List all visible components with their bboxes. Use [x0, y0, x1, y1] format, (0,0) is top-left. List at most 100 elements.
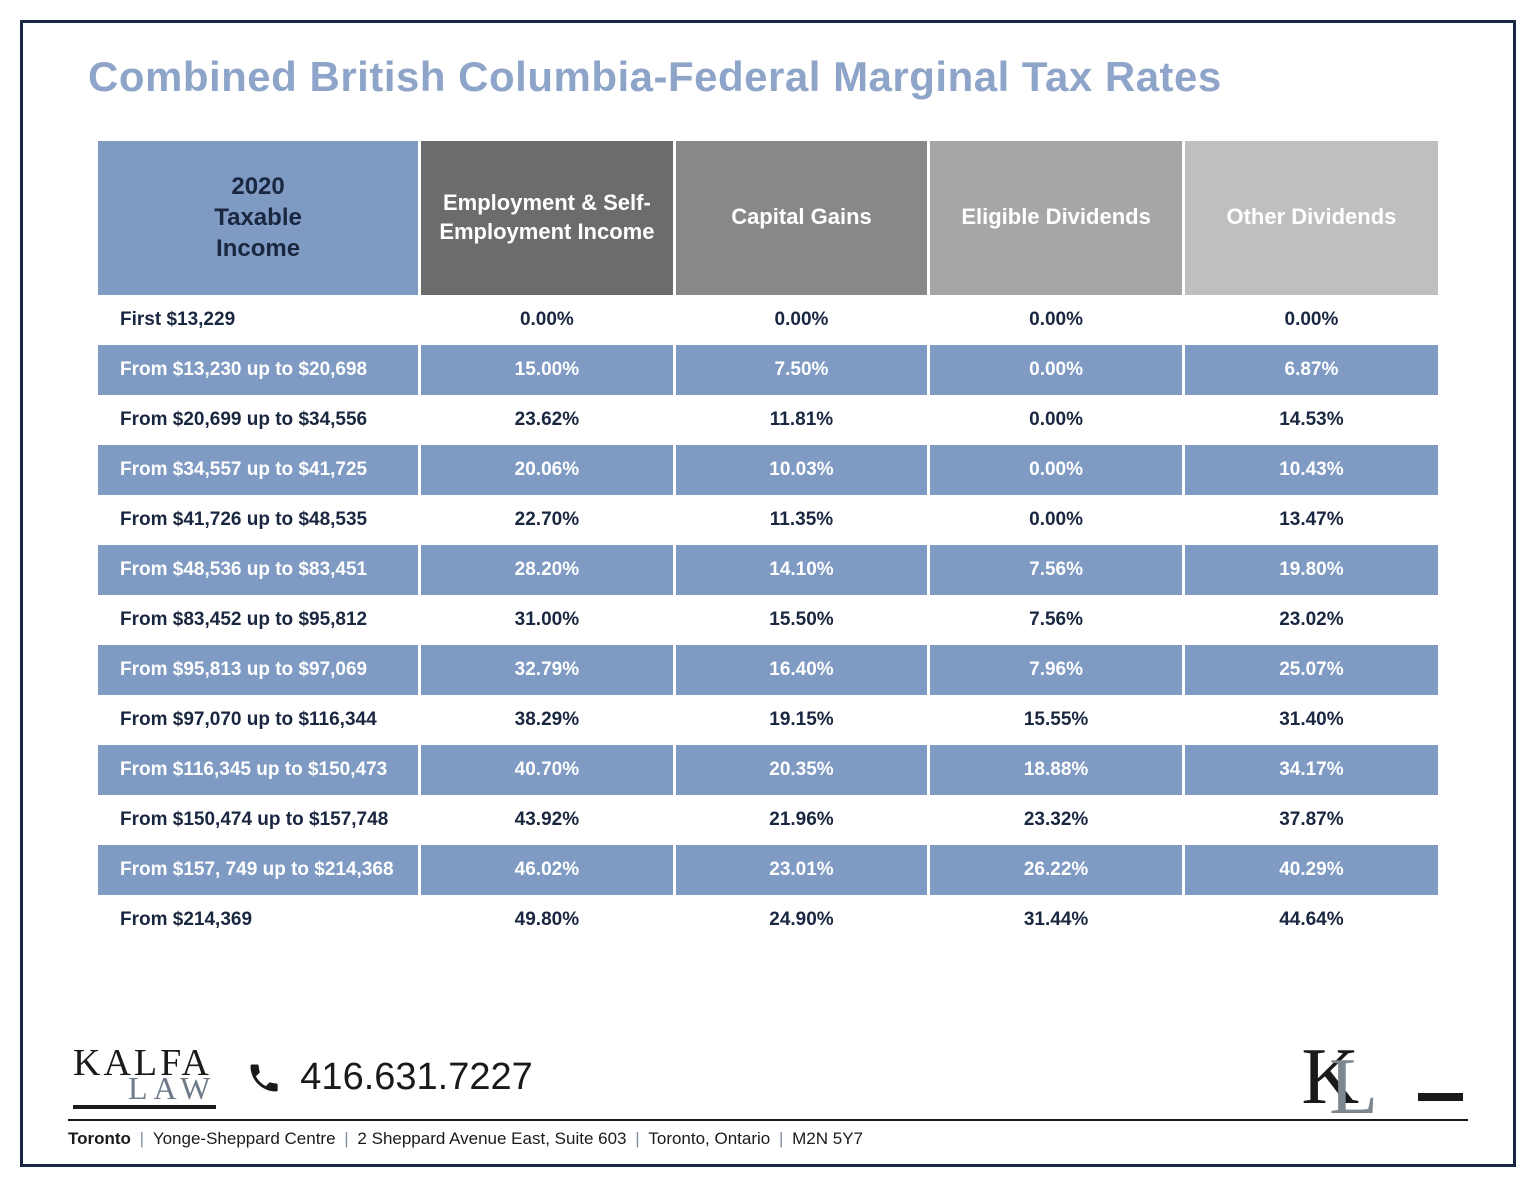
page-frame: Combined British Columbia-Federal Margin…: [20, 20, 1516, 1167]
rate-cell: 19.15%: [674, 695, 929, 745]
rate-cell: 0.00%: [420, 295, 675, 345]
rate-cell: 15.55%: [929, 695, 1184, 745]
column-header: Capital Gains: [674, 141, 929, 295]
address-part: Yonge-Sheppard Centre: [153, 1129, 336, 1148]
rate-cell: 31.00%: [420, 595, 675, 645]
mono-dash: [1418, 1093, 1463, 1101]
table-body: First $13,2290.00%0.00%0.00%0.00%From $1…: [98, 295, 1438, 945]
rate-cell: 26.22%: [929, 845, 1184, 895]
rate-cell: 16.40%: [674, 645, 929, 695]
income-bracket-label: From $116,345 up to $150,473: [98, 745, 420, 795]
rate-cell: 25.07%: [1183, 645, 1438, 695]
table-row: From $97,070 up to $116,34438.29%19.15%1…: [98, 695, 1438, 745]
table-row: From $214,36949.80%24.90%31.44%44.64%: [98, 895, 1438, 945]
rate-cell: 6.87%: [1183, 345, 1438, 395]
separator: |: [140, 1129, 149, 1148]
table-row: From $95,813 up to $97,06932.79%16.40%7.…: [98, 645, 1438, 695]
address-part: Toronto, Ontario: [648, 1129, 770, 1148]
column-header: Other Dividends: [1183, 141, 1438, 295]
rate-cell: 0.00%: [929, 395, 1184, 445]
kl-monogram: KL: [1301, 1045, 1463, 1109]
rate-cell: 7.96%: [929, 645, 1184, 695]
table-row: From $34,557 up to $41,72520.06%10.03%0.…: [98, 445, 1438, 495]
rate-cell: 11.81%: [674, 395, 929, 445]
income-bracket-label: From $157, 749 up to $214,368: [98, 845, 420, 895]
rate-cell: 7.50%: [674, 345, 929, 395]
income-bracket-label: First $13,229: [98, 295, 420, 345]
rate-cell: 14.10%: [674, 545, 929, 595]
rate-cell: 40.70%: [420, 745, 675, 795]
tax-rate-table: 2020TaxableIncomeEmployment & Self-Emplo…: [98, 141, 1438, 945]
income-bracket-label: From $41,726 up to $48,535: [98, 495, 420, 545]
table-row: First $13,2290.00%0.00%0.00%0.00%: [98, 295, 1438, 345]
rate-cell: 23.01%: [674, 845, 929, 895]
table-row: From $116,345 up to $150,47340.70%20.35%…: [98, 745, 1438, 795]
rate-cell: 23.62%: [420, 395, 675, 445]
rate-cell: 7.56%: [929, 595, 1184, 645]
rate-cell: 0.00%: [929, 495, 1184, 545]
column-header: Employment & Self-Employment Income: [420, 141, 675, 295]
footer-left: KALFA LAW 416.631.7227: [73, 1046, 533, 1109]
income-bracket-label: From $13,230 up to $20,698: [98, 345, 420, 395]
rate-cell: 43.92%: [420, 795, 675, 845]
income-bracket-label: From $97,070 up to $116,344: [98, 695, 420, 745]
rate-cell: 15.50%: [674, 595, 929, 645]
rate-cell: 38.29%: [420, 695, 675, 745]
income-bracket-label: From $95,813 up to $97,069: [98, 645, 420, 695]
rate-cell: 19.80%: [1183, 545, 1438, 595]
phone-icon: [246, 1060, 282, 1096]
rate-cell: 0.00%: [929, 445, 1184, 495]
rate-cell: 0.00%: [929, 345, 1184, 395]
rate-cell: 20.35%: [674, 745, 929, 795]
logo-bottom-text: LAW: [128, 1074, 216, 1103]
rate-cell: 46.02%: [420, 845, 675, 895]
rate-cell: 49.80%: [420, 895, 675, 945]
income-bracket-label: From $34,557 up to $41,725: [98, 445, 420, 495]
income-bracket-label: From $83,452 up to $95,812: [98, 595, 420, 645]
column-header: Eligible Dividends: [929, 141, 1184, 295]
rate-cell: 18.88%: [929, 745, 1184, 795]
footer: KALFA LAW 416.631.7227 KL Toronto | Yong…: [68, 1020, 1468, 1149]
address-part: 2 Sheppard Avenue East, Suite 603: [357, 1129, 626, 1148]
separator: |: [774, 1129, 788, 1148]
rate-cell: 24.90%: [674, 895, 929, 945]
income-bracket-label: From $150,474 up to $157,748: [98, 795, 420, 845]
rate-cell: 23.02%: [1183, 595, 1438, 645]
rate-cell: 32.79%: [420, 645, 675, 695]
rate-cell: 14.53%: [1183, 395, 1438, 445]
rate-cell: 0.00%: [1183, 295, 1438, 345]
address-part: M2N 5Y7: [792, 1129, 863, 1148]
rate-cell: 22.70%: [420, 495, 675, 545]
rate-cell: 0.00%: [674, 295, 929, 345]
address-city: Toronto: [68, 1129, 131, 1148]
rate-cell: 7.56%: [929, 545, 1184, 595]
table-row: From $41,726 up to $48,53522.70%11.35%0.…: [98, 495, 1438, 545]
table-row: From $20,699 up to $34,55623.62%11.81%0.…: [98, 395, 1438, 445]
rate-cell: 15.00%: [420, 345, 675, 395]
phone-number: 416.631.7227: [300, 1056, 532, 1099]
rate-cell: 40.29%: [1183, 845, 1438, 895]
rate-cell: 21.96%: [674, 795, 929, 845]
tax-table-container: 2020TaxableIncomeEmployment & Self-Emplo…: [68, 141, 1468, 1020]
income-bracket-label: From $20,699 up to $34,556: [98, 395, 420, 445]
rate-cell: 20.06%: [420, 445, 675, 495]
rate-cell: 37.87%: [1183, 795, 1438, 845]
separator: |: [340, 1129, 354, 1148]
table-row: From $13,230 up to $20,69815.00%7.50%0.0…: [98, 345, 1438, 395]
rate-cell: 23.32%: [929, 795, 1184, 845]
rate-cell: 44.64%: [1183, 895, 1438, 945]
mono-l: L: [1329, 1043, 1365, 1131]
page-title: Combined British Columbia-Federal Margin…: [68, 53, 1468, 101]
income-bracket-label: From $214,369: [98, 895, 420, 945]
address-line: Toronto | Yonge-Sheppard Centre | 2 Shep…: [68, 1119, 1468, 1149]
income-bracket-label: From $48,536 up to $83,451: [98, 545, 420, 595]
table-row: From $150,474 up to $157,74843.92%21.96%…: [98, 795, 1438, 845]
column-header: 2020TaxableIncome: [98, 141, 420, 295]
table-header-row: 2020TaxableIncomeEmployment & Self-Emplo…: [98, 141, 1438, 295]
rate-cell: 13.47%: [1183, 495, 1438, 545]
rate-cell: 31.40%: [1183, 695, 1438, 745]
table-row: From $48,536 up to $83,45128.20%14.10%7.…: [98, 545, 1438, 595]
rate-cell: 0.00%: [929, 295, 1184, 345]
rate-cell: 10.03%: [674, 445, 929, 495]
rate-cell: 11.35%: [674, 495, 929, 545]
